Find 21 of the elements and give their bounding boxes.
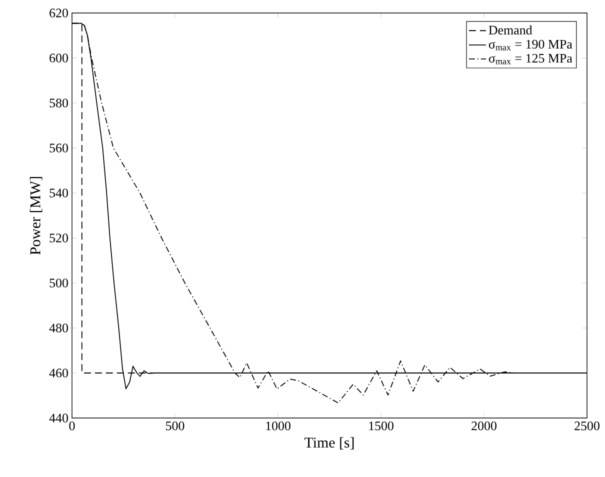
- y-tick-label: 600: [50, 54, 68, 62]
- legend-label: σ$_{max}$ = 125 MPa: [488, 54, 572, 64]
- x-tick-label: 1500: [369, 422, 394, 430]
- legend-label: Demand: [488, 25, 532, 34]
- legend-label: σ$_{max}$ = 190 MPa: [488, 40, 572, 50]
- y-tick-label: 580: [50, 98, 68, 108]
- y-tick-label: 540: [50, 188, 68, 198]
- x-tick-label: 500: [166, 422, 184, 430]
- y-axis-title: Power [MW]: [30, 177, 42, 255]
- x-tick-label: 2000: [472, 422, 496, 430]
- y-tick-label: 460: [49, 368, 68, 378]
- y-tick-label: 500: [50, 278, 68, 288]
- y-tick-label: 620: [50, 8, 68, 18]
- y-tick-label: 440: [49, 414, 68, 422]
- x-tick-label: 0: [69, 422, 75, 430]
- y-tick-label: 560: [50, 144, 68, 152]
- y-tick-label: 520: [50, 234, 68, 242]
- x-tick-label: 1000: [266, 422, 290, 430]
- y-tick-label: 480: [49, 324, 68, 332]
- x-tick-label: 2500: [574, 422, 600, 430]
- x-axis-title: Time [s]: [304, 437, 354, 450]
